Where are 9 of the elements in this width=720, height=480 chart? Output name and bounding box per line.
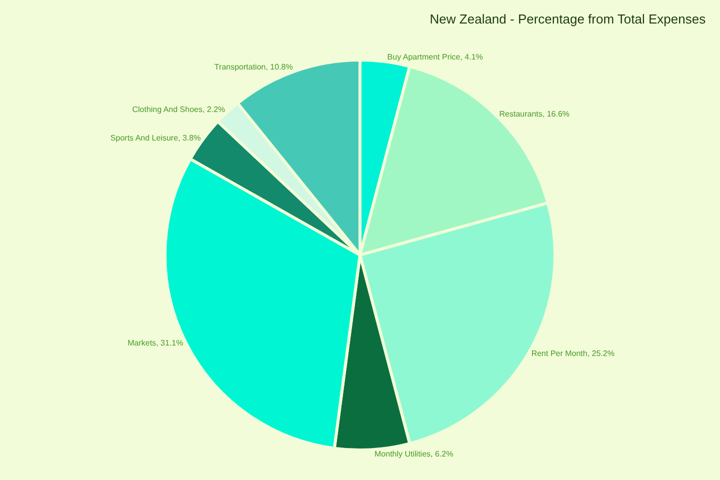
- slice-label: Rent Per Month, 25.2%: [531, 348, 614, 358]
- chart-title: New Zealand - Percentage from Total Expenses: [430, 12, 706, 26]
- slice-label: Monthly Utilities, 6.2%: [374, 450, 454, 459]
- slice-label: Transportation, 10.8%: [214, 62, 293, 72]
- slice-label: Markets, 31.1%: [128, 338, 184, 348]
- slice-label: Clothing And Shoes, 2.2%: [132, 105, 226, 114]
- slice-label: Buy Apartment Price, 4.1%: [387, 52, 483, 62]
- slice-label: Sports And Leisure, 3.8%: [110, 133, 201, 142]
- slice-label: Restaurants, 16.6%: [499, 109, 570, 118]
